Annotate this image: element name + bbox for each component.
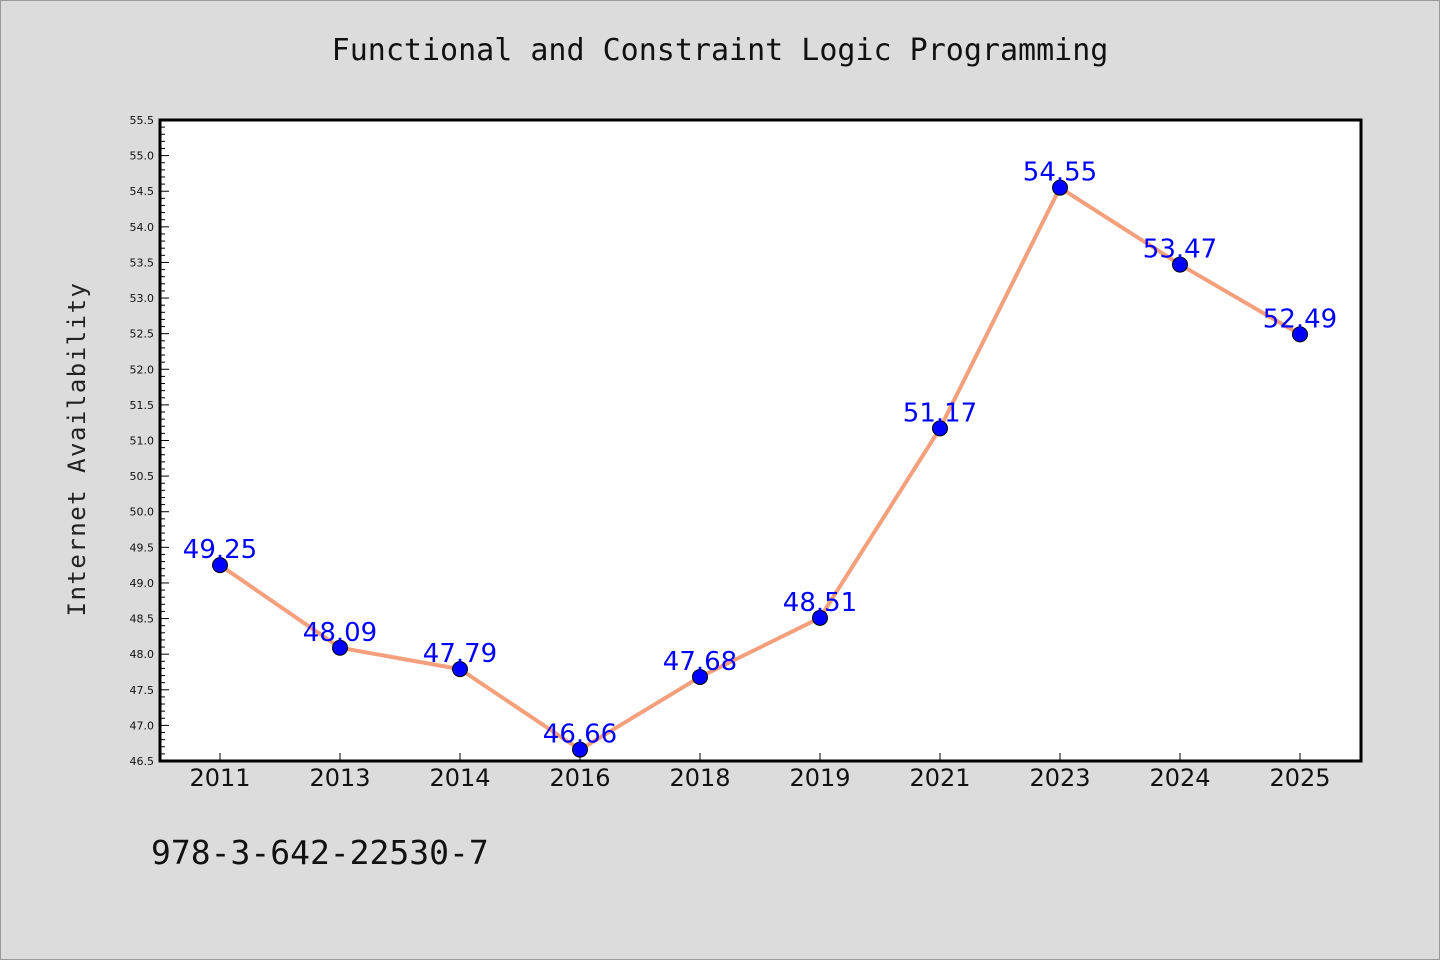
- data-label: 53.47: [1143, 235, 1217, 265]
- x-tick-label: 2021: [909, 764, 970, 792]
- plot-frame: [158, 118, 1363, 763]
- x-tick-label: 2016: [549, 764, 610, 792]
- data-point: [572, 741, 588, 758]
- data-point: [1052, 179, 1068, 196]
- data-point: [812, 609, 828, 626]
- x-tick-label: 2018: [669, 764, 730, 792]
- data-label: 52.49: [1263, 304, 1337, 334]
- x-tick-label: 2025: [1269, 764, 1330, 792]
- y-tick-label: 55.5: [130, 114, 155, 127]
- y-tick-label: 50.5: [130, 470, 155, 483]
- isbn-caption: 978-3-642-22530-7: [151, 833, 489, 872]
- y-tick-label: 48.5: [130, 613, 155, 626]
- y-tick-label: 51.5: [130, 399, 155, 412]
- data-label: 48.09: [303, 618, 377, 648]
- chart-title: Functional and Constraint Logic Programm…: [331, 33, 1109, 68]
- data-label: 47.79: [423, 639, 497, 669]
- data-point: [932, 420, 948, 437]
- x-tick-label: 2014: [429, 764, 490, 792]
- series-line: [218, 185, 1302, 752]
- data-point: [212, 557, 228, 574]
- y-tick-label: 50.0: [130, 506, 155, 519]
- data-label: 48.51: [783, 588, 857, 618]
- y-tick-label: 52.5: [130, 328, 155, 341]
- y-tick-label: 55.0: [130, 150, 155, 163]
- y-tick-label: 46.5: [130, 755, 155, 768]
- data-label: 47.68: [663, 647, 737, 677]
- x-tick-label: 2024: [1149, 764, 1210, 792]
- data-label: 51.17: [903, 398, 977, 428]
- y-tick-label: 48.0: [130, 648, 155, 661]
- y-tick-label: 53.0: [130, 292, 155, 305]
- y-tick-label: 49.0: [130, 577, 155, 590]
- x-tick-label: 2023: [1029, 764, 1090, 792]
- y-tick-label: 54.0: [130, 221, 155, 234]
- data-label: 54.55: [1023, 158, 1097, 188]
- plot-area: [160, 120, 1361, 761]
- data-point: [692, 668, 708, 685]
- data-label: 46.66: [543, 720, 617, 750]
- x-tick-label: 2019: [789, 764, 850, 792]
- data-label: 49.25: [183, 535, 257, 565]
- data-point: [332, 639, 348, 656]
- x-tick-label: 2013: [309, 764, 370, 792]
- data-point: [1172, 256, 1188, 273]
- y-tick-label: 52.0: [130, 363, 155, 376]
- y-tick-label: 47.0: [130, 719, 155, 732]
- y-tick-label: 47.5: [130, 684, 155, 697]
- y-tick-label: 51.0: [130, 435, 155, 448]
- data-point: [1292, 326, 1308, 343]
- y-tick-label: 49.5: [130, 541, 155, 554]
- x-tick-label: 2011: [189, 764, 250, 792]
- data-point: [452, 661, 468, 678]
- y-tick-label: 53.5: [130, 256, 155, 269]
- y-tick-label: 54.5: [130, 185, 155, 198]
